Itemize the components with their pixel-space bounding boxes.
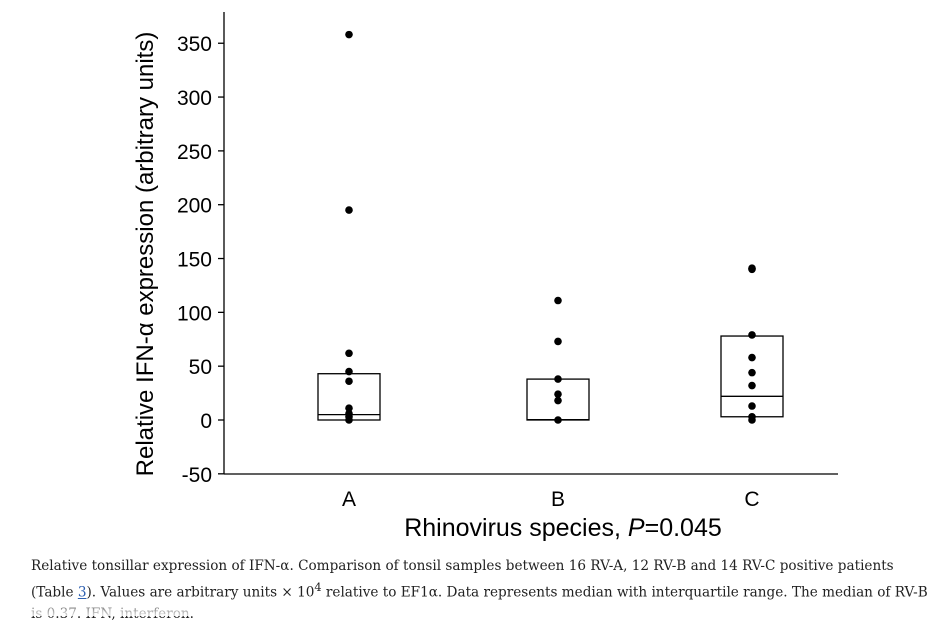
data-point — [345, 367, 353, 376]
data-point — [748, 368, 756, 377]
bottom-fade — [0, 598, 943, 616]
y-tick-label: 0 — [200, 410, 212, 433]
x-axis-label-p: P — [628, 514, 645, 542]
data-point — [345, 416, 353, 424]
x-ticks: A B C — [342, 488, 760, 511]
data-point — [554, 296, 562, 305]
y-tick-label: 50 — [189, 356, 212, 379]
x-axis-label-text: Rhinovirus species, — [404, 514, 628, 542]
data-point — [748, 265, 756, 274]
y-ticks: -50 0 50 100 150 200 250 300 350 — [177, 33, 224, 487]
x-axis-label-value: =0.045 — [645, 514, 722, 542]
caption-text-2: ). Values are arbitrary units × 10 — [86, 584, 315, 601]
x-tick-label: B — [551, 488, 565, 511]
data-point — [345, 206, 353, 214]
data-point — [748, 416, 756, 424]
iqr-boxes — [317, 335, 784, 421]
y-tick-label: 100 — [177, 302, 212, 325]
table-link[interactable]: 3 — [77, 584, 87, 601]
data-point — [345, 30, 353, 39]
data-point — [345, 377, 353, 386]
y-tick-label: 250 — [177, 141, 212, 164]
x-axis-label: Rhinovirus species, P=0.045 — [404, 514, 722, 542]
y-tick-label: 150 — [177, 249, 212, 272]
y-tick-label: -50 — [182, 464, 212, 487]
chart: -50 0 50 100 150 200 250 300 350 A B C Relative IF… — [132, 12, 838, 542]
data-point — [554, 375, 562, 383]
data-point — [748, 381, 756, 390]
caption-superscript: 4 — [314, 580, 322, 594]
data-point — [345, 404, 353, 412]
data-point — [345, 349, 353, 358]
y-tick-label: 350 — [177, 33, 212, 56]
data-point — [554, 416, 562, 424]
data-point — [554, 396, 562, 405]
y-axis-label: Relative IFN-α expression (arbitrary uni… — [132, 32, 159, 477]
data-point — [554, 390, 562, 398]
y-tick-label: 300 — [177, 87, 212, 110]
caption-text-1: Relative tonsillar expression of IFN-α. … — [31, 558, 894, 601]
data-point — [554, 337, 562, 346]
data-point — [748, 353, 756, 362]
x-tick-label: A — [342, 488, 356, 511]
data-point — [748, 402, 756, 410]
x-tick-label: C — [744, 488, 759, 511]
data-point — [748, 331, 756, 339]
data-points — [345, 30, 756, 424]
y-tick-label: 200 — [177, 195, 212, 218]
